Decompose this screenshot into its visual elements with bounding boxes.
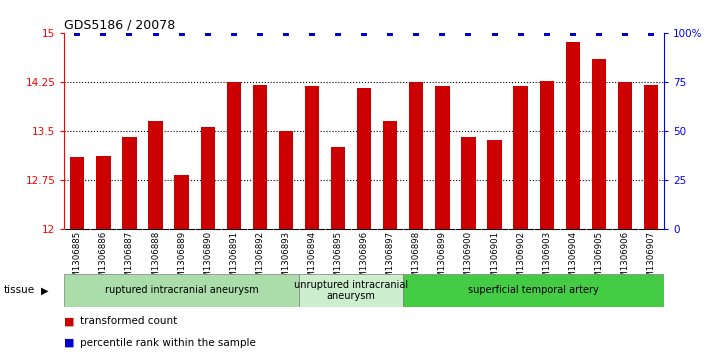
Bar bbox=[592, 59, 606, 229]
Point bbox=[150, 30, 161, 36]
Text: ruptured intracranial aneurysm: ruptured intracranial aneurysm bbox=[105, 285, 258, 295]
Point bbox=[176, 30, 187, 36]
Text: ▶: ▶ bbox=[41, 285, 49, 295]
Point bbox=[124, 30, 135, 36]
Bar bbox=[409, 82, 423, 229]
Text: ■: ■ bbox=[64, 338, 75, 348]
Point bbox=[411, 30, 422, 36]
Text: transformed count: transformed count bbox=[80, 316, 177, 326]
Text: GSM1306906: GSM1306906 bbox=[620, 231, 630, 289]
Text: GSM1306892: GSM1306892 bbox=[256, 231, 264, 289]
Text: GDS5186 / 20078: GDS5186 / 20078 bbox=[64, 18, 176, 31]
Point bbox=[358, 30, 370, 36]
Point bbox=[593, 30, 605, 36]
Text: GSM1306885: GSM1306885 bbox=[73, 231, 82, 289]
Point bbox=[202, 30, 213, 36]
Point bbox=[645, 30, 657, 36]
Bar bbox=[618, 82, 632, 229]
Bar bbox=[96, 155, 111, 229]
Text: GSM1306901: GSM1306901 bbox=[490, 231, 499, 289]
Text: GSM1306886: GSM1306886 bbox=[99, 231, 108, 289]
Bar bbox=[488, 140, 502, 229]
Text: GSM1306890: GSM1306890 bbox=[203, 231, 212, 289]
Text: GSM1306891: GSM1306891 bbox=[229, 231, 238, 289]
Point bbox=[515, 30, 526, 36]
Text: percentile rank within the sample: percentile rank within the sample bbox=[80, 338, 256, 348]
Bar bbox=[513, 86, 528, 229]
Bar bbox=[403, 274, 664, 307]
Point bbox=[332, 30, 343, 36]
Point bbox=[463, 30, 474, 36]
Text: GSM1306905: GSM1306905 bbox=[594, 231, 603, 289]
Bar bbox=[253, 85, 267, 229]
Bar bbox=[436, 86, 450, 229]
Bar bbox=[64, 274, 299, 307]
Bar bbox=[565, 42, 580, 229]
Point bbox=[437, 30, 448, 36]
Text: GSM1306894: GSM1306894 bbox=[308, 231, 316, 289]
Point bbox=[71, 30, 83, 36]
Text: GSM1306907: GSM1306907 bbox=[646, 231, 655, 289]
Text: GSM1306896: GSM1306896 bbox=[360, 231, 368, 289]
Bar bbox=[357, 88, 371, 229]
Point bbox=[306, 30, 318, 36]
Text: GSM1306900: GSM1306900 bbox=[464, 231, 473, 289]
Bar bbox=[278, 131, 293, 229]
Text: GSM1306889: GSM1306889 bbox=[177, 231, 186, 289]
Point bbox=[567, 30, 578, 36]
Text: GSM1306897: GSM1306897 bbox=[386, 231, 395, 289]
Text: GSM1306904: GSM1306904 bbox=[568, 231, 577, 289]
Bar bbox=[149, 121, 163, 229]
Text: GSM1306895: GSM1306895 bbox=[333, 231, 343, 289]
Bar bbox=[383, 121, 398, 229]
Point bbox=[619, 30, 630, 36]
Text: GSM1306898: GSM1306898 bbox=[412, 231, 421, 289]
Text: GSM1306888: GSM1306888 bbox=[151, 231, 160, 289]
Bar bbox=[644, 85, 658, 229]
Bar bbox=[174, 175, 188, 229]
Text: unruptured intracranial
aneurysm: unruptured intracranial aneurysm bbox=[294, 280, 408, 301]
Bar bbox=[331, 147, 346, 229]
Bar bbox=[305, 86, 319, 229]
Text: GSM1306902: GSM1306902 bbox=[516, 231, 525, 289]
Point bbox=[280, 30, 291, 36]
Text: GSM1306893: GSM1306893 bbox=[281, 231, 291, 289]
Text: superficial temporal artery: superficial temporal artery bbox=[468, 285, 599, 295]
Bar bbox=[226, 82, 241, 229]
Point bbox=[98, 30, 109, 36]
Point bbox=[228, 30, 239, 36]
Bar bbox=[201, 127, 215, 229]
Bar bbox=[299, 274, 403, 307]
Text: tissue: tissue bbox=[4, 285, 35, 295]
Point bbox=[385, 30, 396, 36]
Point bbox=[541, 30, 553, 36]
Point bbox=[489, 30, 501, 36]
Bar bbox=[122, 137, 136, 229]
Point bbox=[254, 30, 266, 36]
Text: ■: ■ bbox=[64, 316, 75, 326]
Bar bbox=[70, 157, 84, 229]
Text: GSM1306887: GSM1306887 bbox=[125, 231, 134, 289]
Bar bbox=[540, 81, 554, 229]
Bar bbox=[461, 137, 476, 229]
Text: GSM1306899: GSM1306899 bbox=[438, 231, 447, 289]
Text: GSM1306903: GSM1306903 bbox=[542, 231, 551, 289]
